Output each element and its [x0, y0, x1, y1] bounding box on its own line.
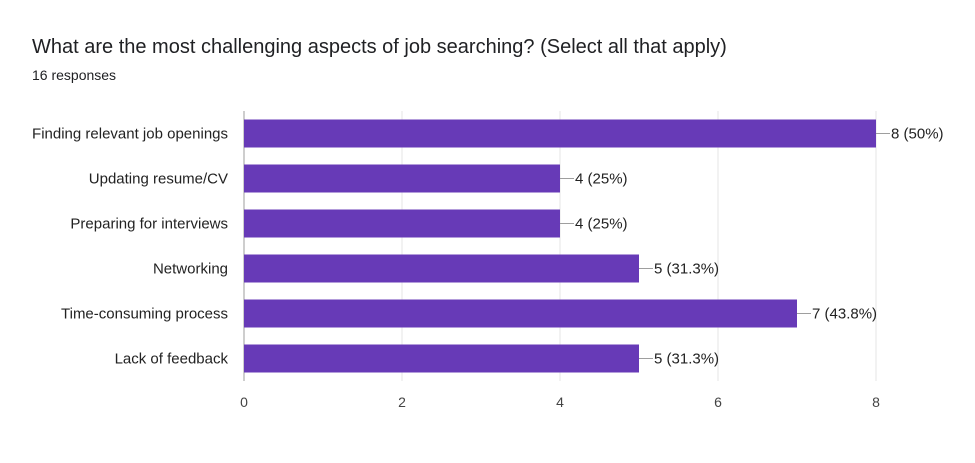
bar	[244, 254, 639, 283]
bar	[244, 209, 560, 238]
bar	[244, 299, 797, 328]
data-label: 5 (31.3%)	[654, 261, 719, 278]
category-label: Networking	[153, 261, 228, 278]
category-label: Preparing for interviews	[70, 216, 228, 233]
question-title: What are the most challenging aspects of…	[32, 36, 727, 58]
data-label: 4 (25%)	[575, 171, 628, 188]
data-label: 8 (50%)	[891, 126, 944, 143]
x-tick-label: 2	[398, 394, 406, 410]
data-label: 7 (43.8%)	[812, 306, 877, 323]
category-label: Lack of feedback	[115, 351, 229, 368]
x-tick-label: 4	[556, 394, 564, 410]
bar	[244, 344, 639, 373]
bar	[244, 119, 876, 148]
category-label: Updating resume/CV	[89, 171, 228, 188]
category-label: Finding relevant job openings	[32, 126, 228, 143]
data-label: 5 (31.3%)	[654, 351, 719, 368]
x-tick-label: 8	[872, 394, 880, 410]
bar	[244, 164, 560, 193]
data-label: 4 (25%)	[575, 216, 628, 233]
x-tick-label: 6	[714, 394, 722, 410]
x-tick-label: 0	[240, 394, 248, 410]
category-label: Time-consuming process	[61, 306, 228, 323]
response-count: 16 responses	[32, 67, 117, 83]
